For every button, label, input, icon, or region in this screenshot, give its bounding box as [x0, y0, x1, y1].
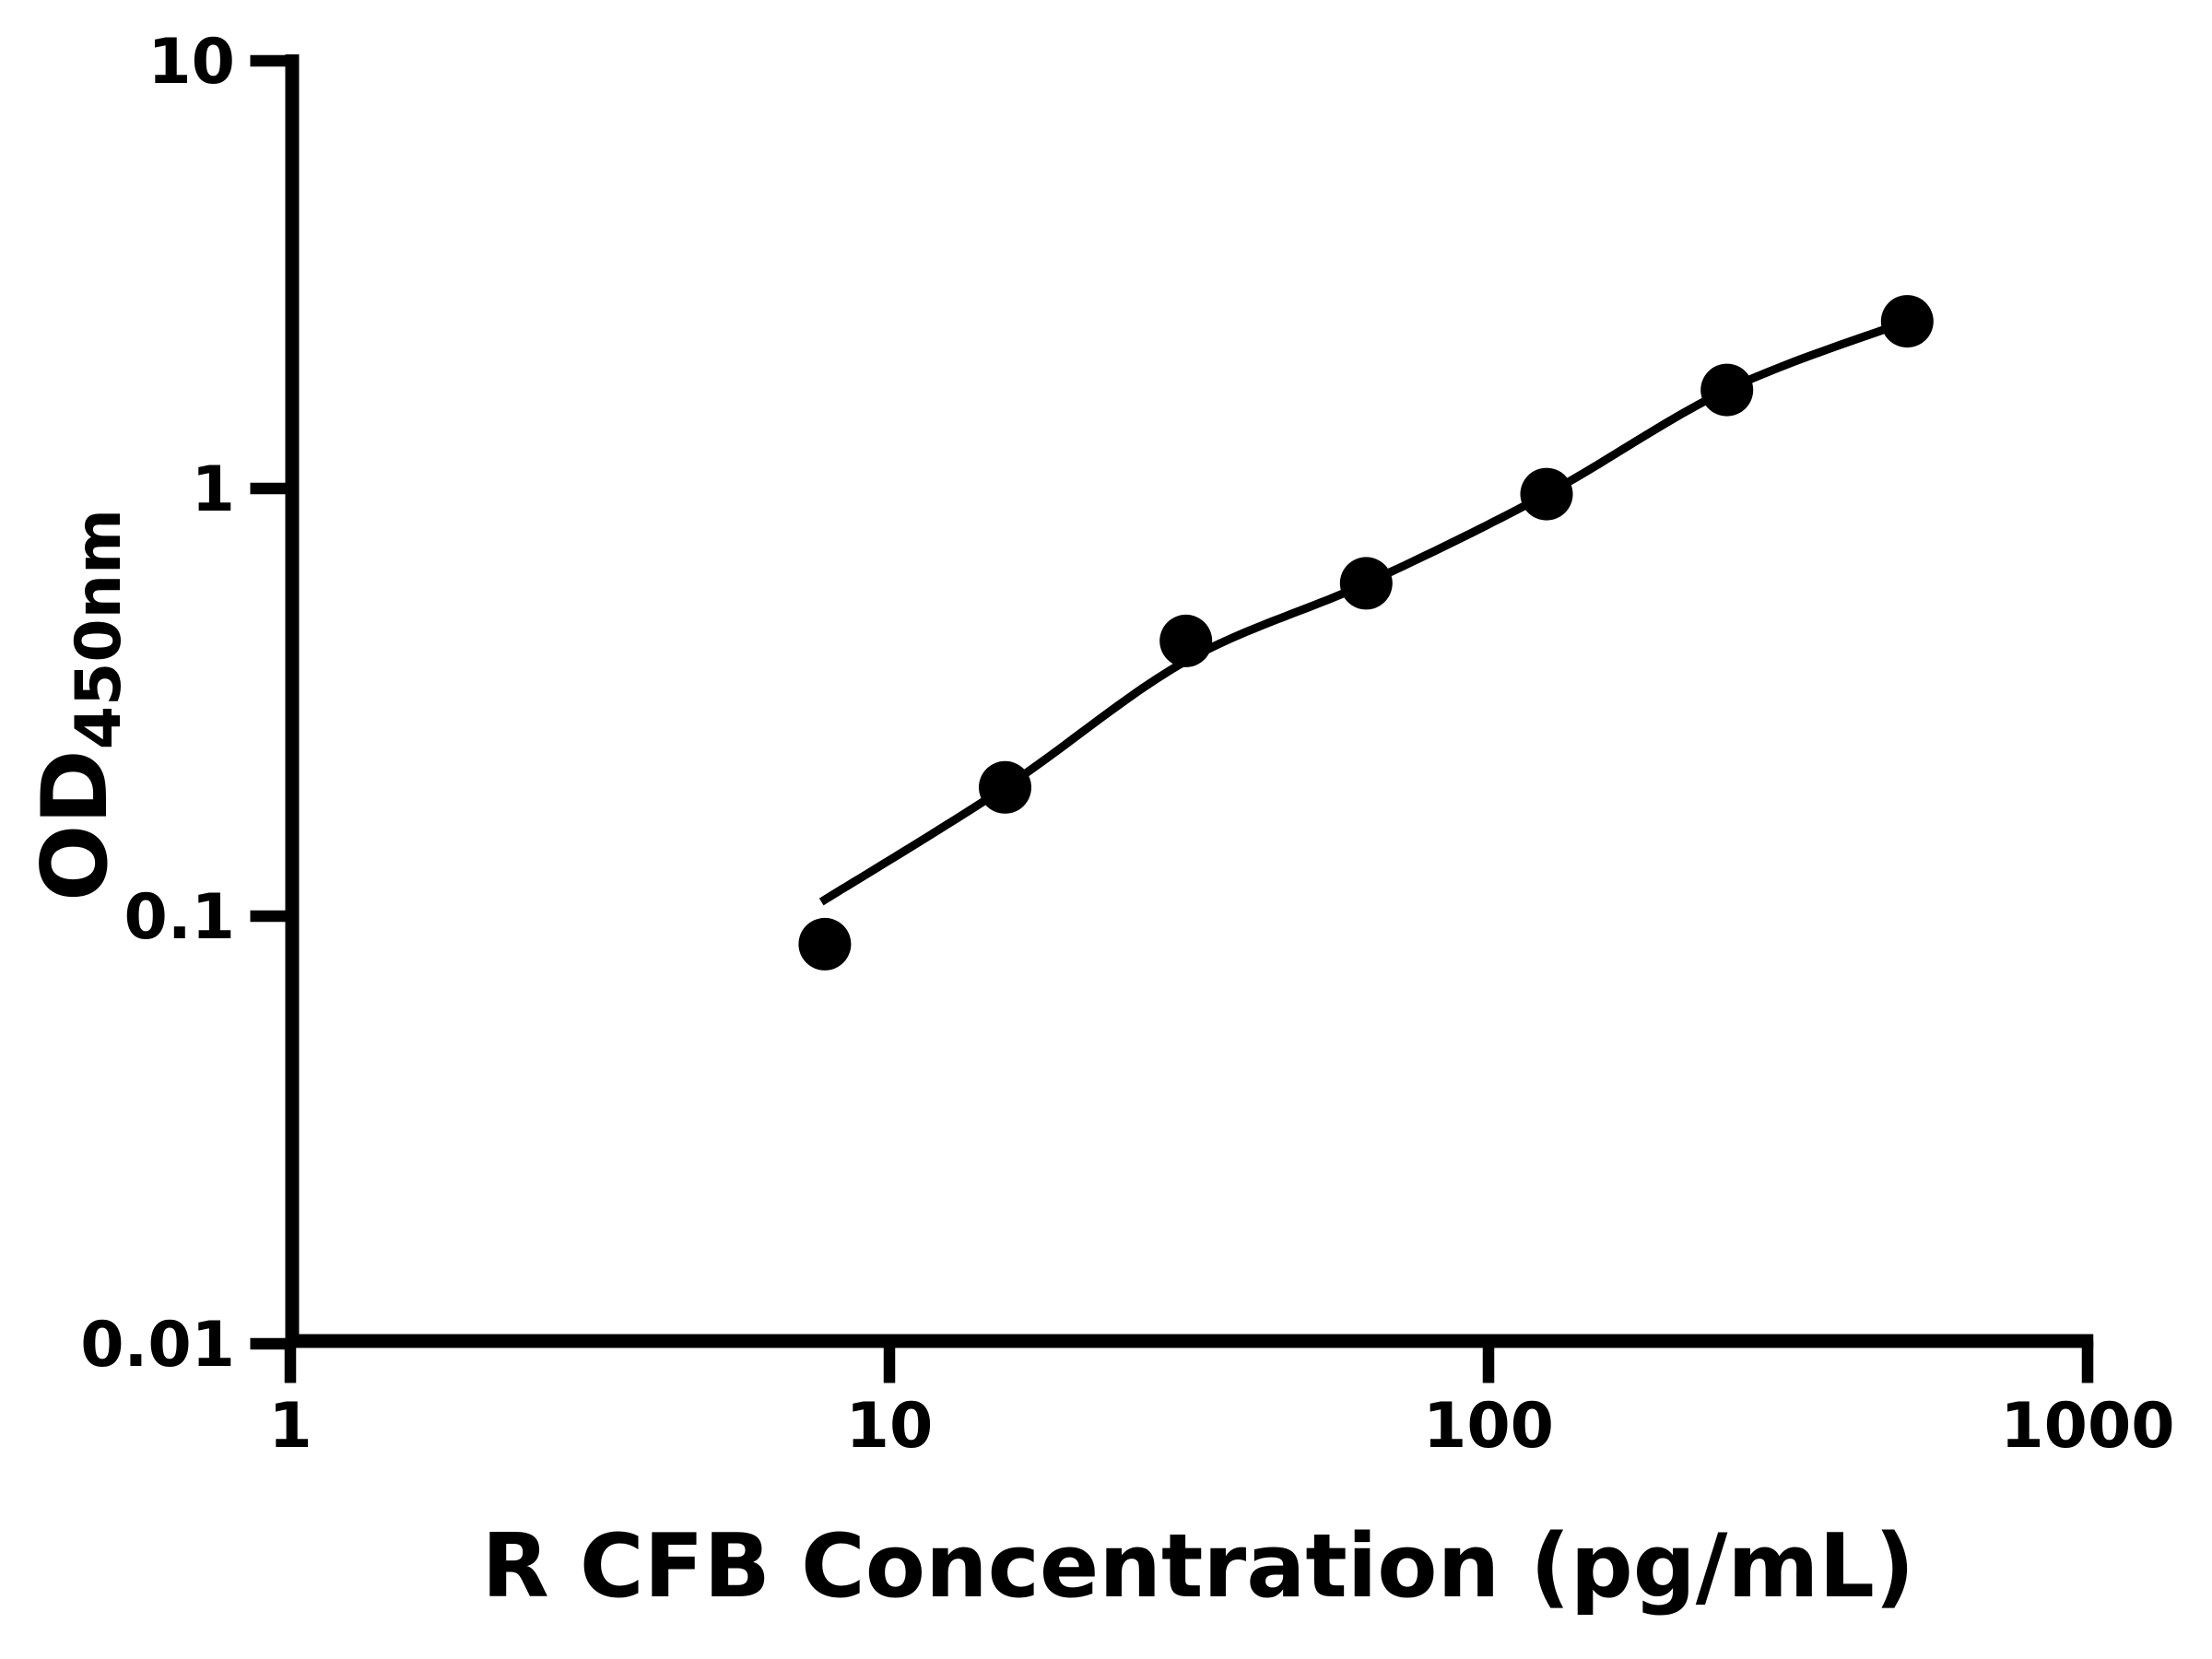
y-tick-label: 0.1 — [124, 881, 235, 954]
data-point — [1880, 295, 1934, 348]
data-point — [1700, 363, 1754, 417]
y-tick-label: 1 — [192, 453, 235, 526]
x-tick-label: 100 — [1423, 1390, 1554, 1463]
x-tick-label: 10 — [846, 1390, 934, 1463]
data-point — [1520, 467, 1573, 521]
y-axis-title-main: OD — [23, 749, 128, 901]
y-tick-label: 0.01 — [80, 1309, 235, 1382]
data-point — [979, 760, 1031, 814]
x-tick-label: 1000 — [2000, 1390, 2174, 1463]
y-axis-title: OD450nm — [23, 509, 135, 901]
data-point — [1159, 614, 1213, 667]
data-point — [1339, 557, 1393, 610]
y-axis-title-subscript: 450nm — [63, 509, 135, 750]
x-tick-label: 1 — [268, 1390, 312, 1463]
data-point — [798, 917, 852, 971]
x-axis-title: R CFB Concentration (pg/mL) — [481, 1516, 1915, 1618]
y-tick-label: 10 — [147, 26, 235, 99]
